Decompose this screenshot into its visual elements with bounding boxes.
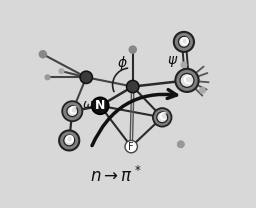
- Text: $\psi$: $\psi$: [167, 54, 179, 69]
- Circle shape: [125, 140, 137, 153]
- Circle shape: [177, 140, 185, 148]
- Circle shape: [177, 140, 185, 148]
- Text: O: O: [179, 37, 189, 47]
- Circle shape: [62, 101, 82, 121]
- Circle shape: [129, 45, 137, 54]
- Circle shape: [174, 32, 194, 52]
- Circle shape: [44, 74, 51, 80]
- Text: $n\rightarrow\pi^*$: $n\rightarrow\pi^*$: [90, 166, 142, 186]
- Text: $\phi$: $\phi$: [116, 54, 127, 72]
- Text: $\omega$: $\omega$: [82, 98, 94, 111]
- Circle shape: [180, 62, 187, 68]
- Circle shape: [58, 68, 65, 74]
- Text: F: F: [129, 142, 134, 152]
- Circle shape: [80, 71, 92, 83]
- Text: C: C: [183, 74, 191, 87]
- Circle shape: [175, 69, 199, 92]
- Circle shape: [199, 87, 206, 94]
- Circle shape: [64, 135, 75, 146]
- Text: C: C: [158, 112, 166, 122]
- Circle shape: [39, 50, 47, 58]
- Circle shape: [153, 108, 172, 127]
- Circle shape: [178, 37, 189, 47]
- Circle shape: [59, 130, 79, 150]
- Text: N: N: [95, 99, 105, 112]
- Circle shape: [157, 112, 168, 123]
- FancyArrowPatch shape: [92, 90, 177, 146]
- Circle shape: [92, 97, 109, 114]
- Text: C: C: [68, 106, 76, 116]
- Circle shape: [126, 80, 139, 93]
- Circle shape: [67, 106, 78, 117]
- Text: O: O: [65, 135, 74, 145]
- Circle shape: [180, 73, 194, 87]
